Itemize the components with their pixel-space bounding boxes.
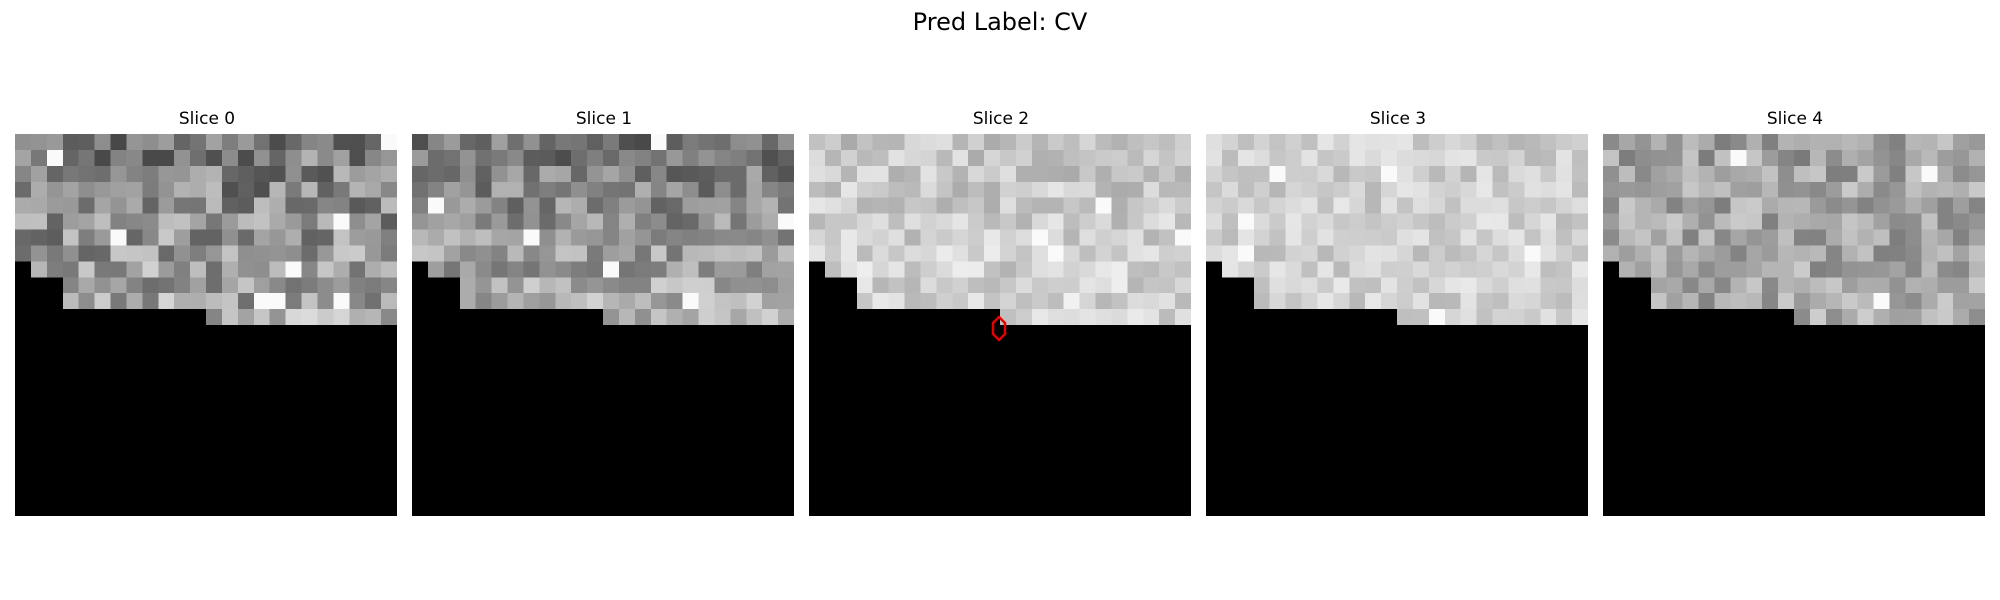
slice-title: Slice 1 [575, 109, 633, 129]
slice-title: Slice 2 [972, 109, 1030, 129]
slice-title: Slice 0 [178, 109, 236, 129]
slice-image [1603, 134, 1985, 516]
slice-image [1206, 134, 1588, 516]
slice-image [412, 134, 794, 516]
slice-title: Slice 4 [1766, 109, 1824, 129]
slice-title: Slice 3 [1369, 109, 1427, 129]
slice-image [809, 134, 1191, 516]
figure-title: Pred Label: CV [912, 8, 1088, 36]
slice-image [15, 134, 397, 516]
